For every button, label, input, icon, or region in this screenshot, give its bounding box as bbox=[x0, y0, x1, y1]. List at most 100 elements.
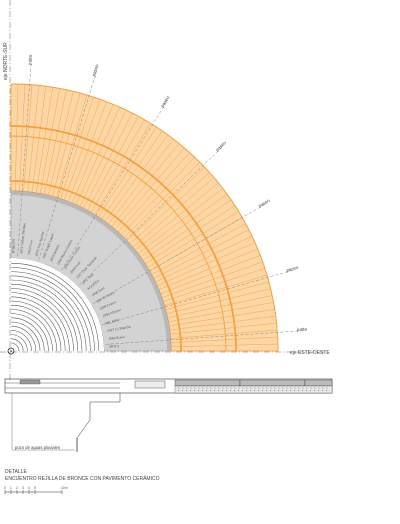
gravel-dot bbox=[298, 390, 299, 391]
gravel-dot bbox=[226, 387, 228, 389]
joint-line bbox=[166, 288, 271, 314]
joint-line bbox=[163, 268, 266, 302]
gravel-dot bbox=[270, 387, 272, 389]
engraved-name: 2009 Ana Aguilar bbox=[34, 230, 45, 256]
engraved-name: 1999 Franco bbox=[99, 300, 117, 311]
joint-line bbox=[157, 242, 256, 287]
circular-plan-quadrant: ROBOTS 2011 Gilbert Theißen 2010 Ivan 2009 … bbox=[10, 54, 308, 352]
gravel-dot bbox=[238, 387, 240, 389]
joint-line bbox=[27, 85, 40, 192]
inner-ring bbox=[10, 292, 70, 352]
joint-line bbox=[120, 157, 195, 236]
joint-line bbox=[155, 235, 253, 283]
gravel-dot bbox=[294, 387, 296, 389]
gravel-dot bbox=[202, 387, 204, 389]
drain-label: pozo de aguas pluviales bbox=[15, 445, 60, 450]
joint-line bbox=[64, 99, 101, 201]
gravel-dot bbox=[234, 390, 235, 391]
gravel-dot bbox=[326, 390, 327, 391]
reference-radial bbox=[102, 269, 295, 326]
east-west-axis-label: eje ESTE-OESTE bbox=[290, 350, 330, 356]
gravel-dot bbox=[286, 390, 287, 391]
scale-tick-label: 5 bbox=[34, 486, 36, 490]
gravel-dot bbox=[302, 390, 303, 391]
gravel-dot bbox=[182, 390, 183, 391]
radial-label: junta bbox=[296, 326, 308, 332]
inner-ring bbox=[10, 283, 79, 352]
engraved-name: 2010 Ivan bbox=[27, 240, 34, 255]
gravel-dot bbox=[186, 387, 188, 389]
reference-radial bbox=[38, 68, 98, 261]
joint-line bbox=[35, 87, 53, 194]
scale-tick-label: 10 m bbox=[61, 486, 68, 490]
gravel-dot bbox=[234, 387, 236, 389]
joint-line bbox=[126, 167, 205, 242]
centre-mark bbox=[7, 347, 15, 355]
engraved-name: 1998 Juan bbox=[91, 286, 106, 298]
joint-line bbox=[94, 123, 151, 215]
joint-line bbox=[56, 94, 88, 198]
gravel-dot bbox=[322, 390, 323, 391]
gravel-dot bbox=[178, 387, 180, 389]
gravel-dot bbox=[250, 390, 251, 391]
gravel-dot bbox=[186, 390, 187, 391]
joint-line bbox=[137, 188, 223, 254]
joint-line bbox=[147, 211, 239, 268]
gravel-dot bbox=[278, 387, 280, 389]
gravel-dot bbox=[302, 387, 304, 389]
engraved-name: 2003 Dennis bbox=[49, 244, 61, 263]
gravel-dot bbox=[206, 390, 207, 391]
inner-ring bbox=[10, 342, 20, 352]
joint-line bbox=[170, 336, 278, 343]
reference-radial bbox=[17, 56, 32, 257]
gravel-dot bbox=[214, 387, 216, 389]
gravel-dot bbox=[194, 387, 196, 389]
gravel-dot bbox=[286, 387, 288, 389]
gravel-dot bbox=[310, 390, 311, 391]
radial-label: paseo bbox=[91, 63, 100, 77]
joint-line bbox=[132, 177, 215, 248]
gravel-dot bbox=[246, 390, 247, 391]
joint-line bbox=[111, 143, 180, 227]
gravel-dot bbox=[310, 387, 312, 389]
gravel-dot bbox=[262, 387, 264, 389]
gravel-dot bbox=[318, 387, 320, 389]
joint-line bbox=[39, 88, 60, 194]
gravel-dot bbox=[178, 390, 179, 391]
gravel-dot bbox=[206, 387, 208, 389]
scale-tick-label: 2 bbox=[16, 486, 18, 490]
inner-ring bbox=[10, 313, 49, 352]
gravel-dot bbox=[274, 387, 276, 389]
inner-ring bbox=[10, 271, 91, 352]
engraved-name: SKITA bbox=[109, 344, 120, 348]
joint-line bbox=[83, 112, 133, 209]
joint-line bbox=[151, 223, 246, 275]
gravel-dot bbox=[270, 390, 271, 391]
engraved-name: MILANO bbox=[105, 318, 120, 326]
radial-label: paseo bbox=[160, 95, 171, 108]
gravel-dot bbox=[214, 390, 215, 391]
joint-line bbox=[19, 84, 26, 192]
gravel-dot bbox=[254, 390, 255, 391]
joint-line bbox=[165, 281, 269, 310]
gravel-dot bbox=[266, 390, 267, 391]
gravel-dot bbox=[290, 387, 292, 389]
joint-line bbox=[48, 91, 74, 196]
north-south-axis-label: eje NORTE-SUR bbox=[3, 42, 9, 80]
joint-line bbox=[101, 130, 163, 220]
joint-line bbox=[168, 302, 274, 323]
engraved-name: 1996 Alfonso bbox=[102, 308, 122, 319]
caption-subtitle: ENCUENTRO REJILLA DE BRONCE CON PAVIMENT… bbox=[5, 475, 160, 482]
gravel-dot bbox=[318, 390, 319, 391]
gravel-dot bbox=[242, 387, 244, 389]
engraved-name: 1984 Roma bbox=[108, 335, 125, 341]
gravel-dot bbox=[306, 387, 308, 389]
inner-ring bbox=[10, 321, 41, 352]
gravel-dot bbox=[198, 390, 199, 391]
gravel-dot bbox=[238, 390, 239, 391]
inner-concentric-rings bbox=[10, 258, 104, 352]
joint-line bbox=[168, 309, 275, 327]
gravel-dot bbox=[314, 390, 315, 391]
joint-line bbox=[23, 84, 33, 192]
